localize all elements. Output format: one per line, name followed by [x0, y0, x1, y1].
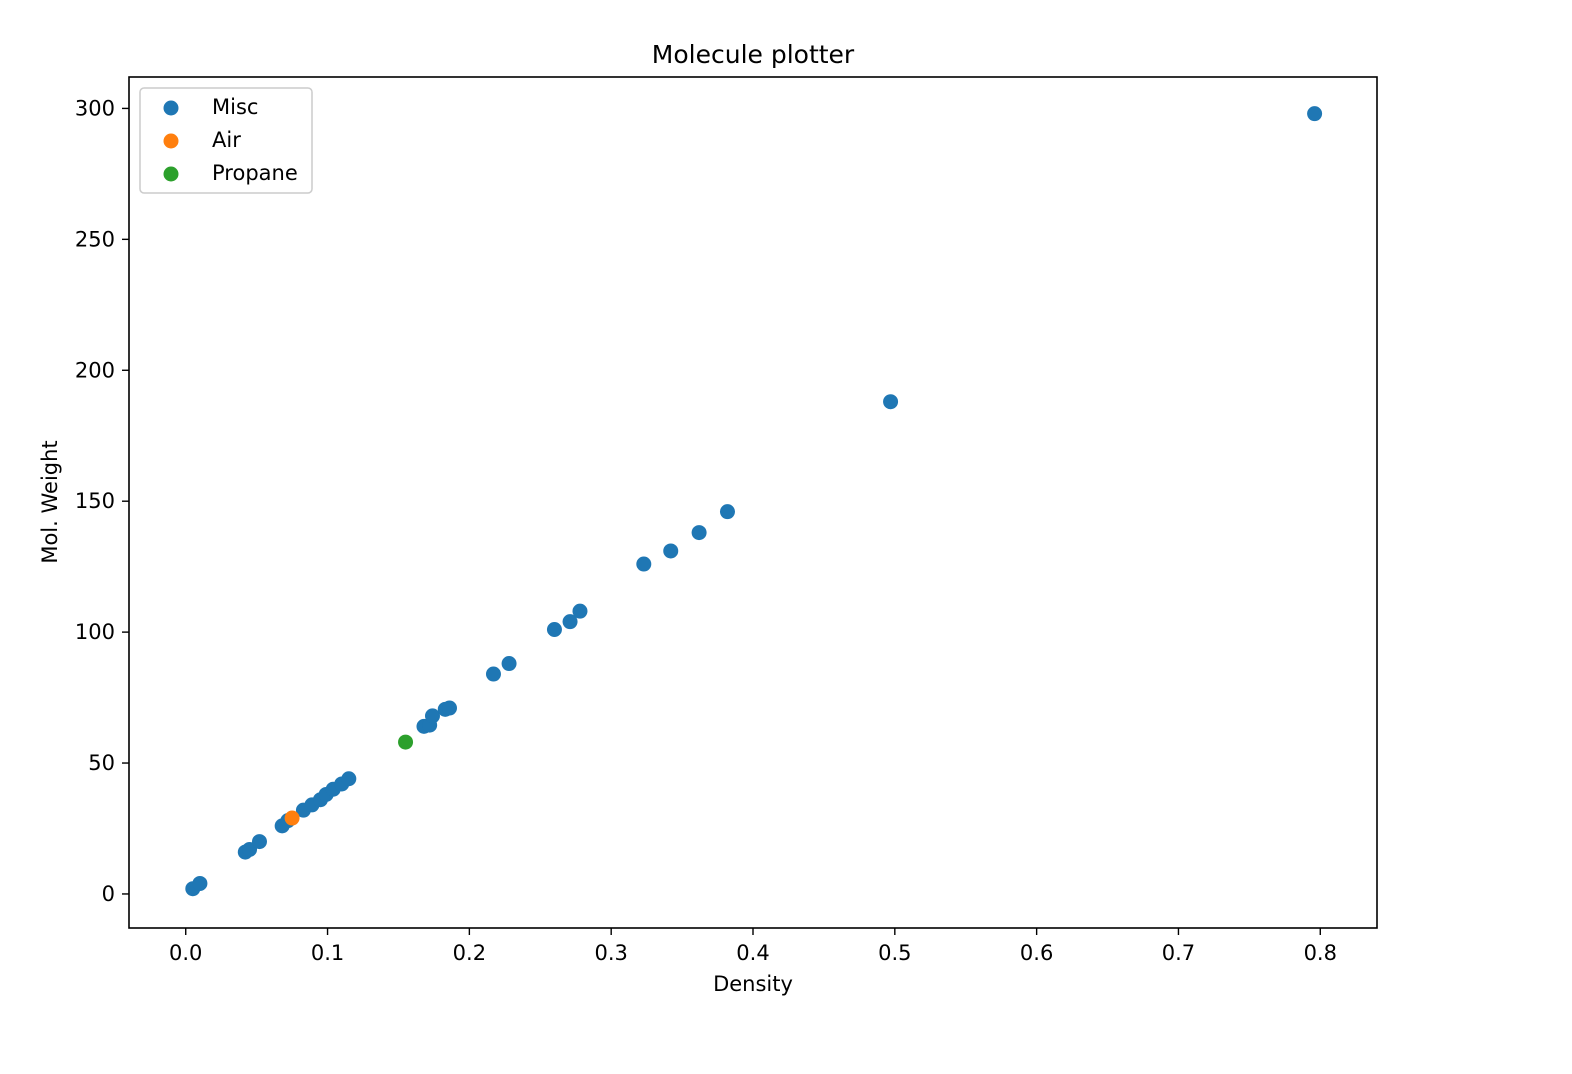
x-tick-label: 0.5 — [878, 941, 911, 965]
legend-label-misc: Misc — [212, 95, 258, 119]
chart-title: Molecule plotter — [652, 40, 855, 69]
point-misc — [562, 614, 578, 630]
legend-marker-air — [163, 133, 179, 149]
legend-label-air: Air — [212, 128, 241, 152]
point-misc — [442, 700, 458, 716]
point-misc — [883, 394, 899, 410]
y-tick-label: 250 — [75, 227, 115, 251]
legend-marker-propane — [163, 166, 179, 182]
legend-box — [139, 87, 313, 194]
point-air — [284, 810, 300, 826]
point-misc — [341, 771, 357, 787]
point-misc — [663, 543, 679, 559]
point-misc — [501, 656, 517, 672]
legend-label-propane: Propane — [212, 161, 298, 185]
x-axis-ticks: 0.0 0.1 0.2 0.3 0.4 0.5 0.6 0.7 0.8 — [169, 928, 1337, 965]
x-tick-label: 0.7 — [1162, 941, 1195, 965]
x-tick-label: 0.0 — [169, 941, 202, 965]
y-tick-label: 0 — [102, 882, 115, 906]
point-misc — [1307, 106, 1323, 122]
point-propane — [398, 734, 414, 750]
x-tick-label: 0.2 — [453, 941, 486, 965]
point-misc — [691, 525, 707, 541]
point-misc — [636, 556, 652, 572]
y-tick-label: 200 — [75, 358, 115, 382]
plot-frame — [128, 76, 1378, 929]
data-points — [185, 106, 1323, 897]
point-misc — [546, 621, 562, 637]
y-axis-label: Mol. Weight — [38, 440, 62, 563]
x-tick-label: 0.1 — [311, 941, 344, 965]
point-misc — [719, 504, 735, 520]
point-misc — [485, 666, 501, 682]
y-axis-ticks: 0 50 100 150 200 250 300 — [75, 96, 129, 906]
x-tick-label: 0.3 — [594, 941, 627, 965]
x-tick-label: 0.6 — [1020, 941, 1053, 965]
x-axis-label: Density — [713, 972, 793, 996]
point-misc — [251, 834, 267, 850]
x-tick-label: 0.8 — [1304, 941, 1337, 965]
point-misc — [424, 708, 440, 724]
legend: Misc Air Propane — [139, 87, 313, 194]
y-tick-label: 300 — [75, 96, 115, 120]
legend-marker-misc — [163, 100, 179, 116]
y-tick-label: 50 — [88, 751, 115, 775]
point-misc — [192, 875, 208, 891]
y-tick-label: 150 — [75, 489, 115, 513]
point-misc — [572, 603, 588, 619]
x-tick-label: 0.4 — [736, 941, 769, 965]
y-tick-label: 100 — [75, 620, 115, 644]
